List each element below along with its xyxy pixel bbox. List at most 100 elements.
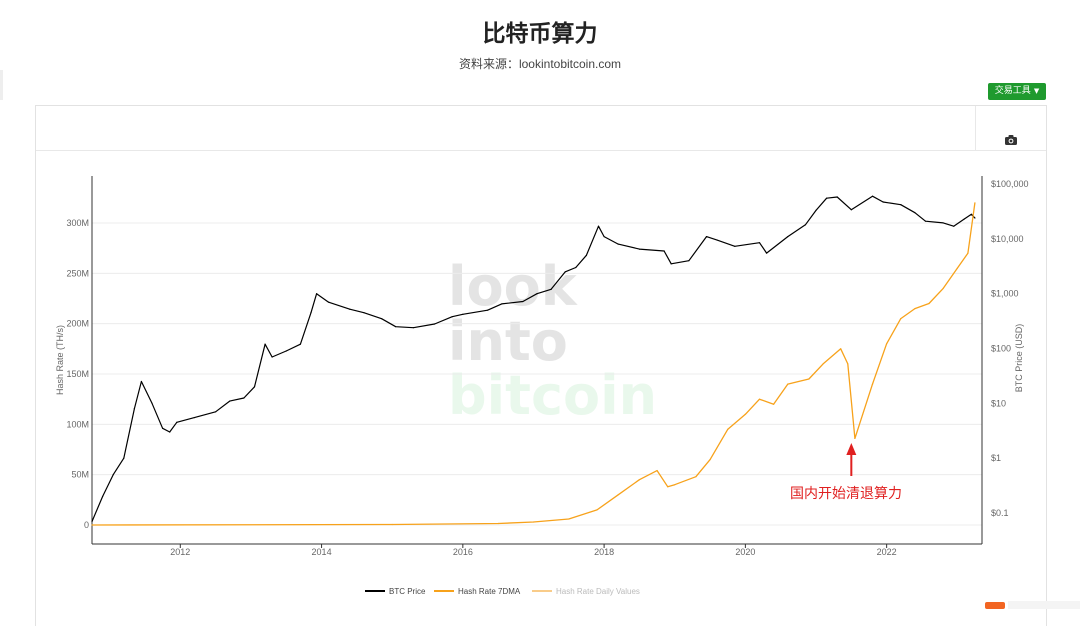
btc-price-point	[285, 350, 287, 352]
x-tick-label: 2020	[735, 547, 755, 557]
btc-price-point	[253, 386, 256, 388]
legend-item: Hash Rate Daily Values	[556, 587, 640, 596]
btc-price-point	[603, 235, 605, 238]
btc-price-point	[670, 263, 672, 265]
camera-button[interactable]	[975, 106, 1046, 150]
y-tick-label: 100M	[66, 419, 89, 429]
btc-price-point	[328, 301, 330, 303]
y-axis-title: Hash Rate (TH/s)	[55, 325, 65, 395]
y2-tick-label: $1,000	[991, 289, 1019, 299]
annotation-arrow-head	[846, 443, 857, 455]
corner-logo	[985, 602, 1005, 609]
btc-price-point	[133, 408, 135, 410]
btc-price-point	[486, 309, 489, 311]
btc-price-point	[688, 260, 690, 262]
hash-rate-point	[497, 522, 499, 525]
legend-item: Hash Rate 7DMA	[458, 587, 521, 596]
hash-rate-point	[886, 343, 888, 345]
btc-price-point	[140, 380, 143, 383]
hash-rate-point	[596, 509, 598, 511]
btc-price-point	[433, 323, 436, 325]
btc-price-point	[900, 204, 902, 206]
btc-price-point	[758, 242, 761, 244]
y2-tick-label: $100,000	[991, 179, 1029, 189]
watermark-text: into	[448, 310, 568, 373]
x-tick-label: 2022	[877, 547, 897, 557]
hash-rate-point	[967, 252, 969, 254]
btc-price-point	[176, 421, 178, 423]
btc-price-point	[243, 397, 245, 399]
btc-price-point	[395, 326, 397, 328]
btc-price-point	[151, 402, 153, 404]
btc-price-point	[942, 222, 944, 224]
hash-rate-point	[854, 437, 856, 440]
hash-rate-point	[758, 398, 761, 400]
trading-tools-label: 交易工具	[994, 86, 1031, 96]
hash-rate-point	[391, 523, 393, 526]
btc-price-point	[974, 217, 976, 219]
y-tick-label: 50M	[71, 470, 89, 480]
page-title: 比特币算力	[482, 21, 598, 47]
page-subtitle: 资料来源：lookintobitcoin.com	[458, 57, 622, 71]
hash-rate-point	[974, 202, 976, 204]
hash-rate-point	[942, 287, 944, 290]
btc-price-point	[381, 318, 383, 320]
btc-price-point	[169, 431, 171, 433]
btc-price-point	[734, 245, 736, 247]
btc-price-point	[815, 209, 817, 212]
btc-price-point	[112, 474, 114, 476]
btc-price-point	[162, 427, 164, 429]
watermark-text: bitcoin	[448, 364, 657, 427]
btc-price-point	[826, 197, 828, 199]
hash-rate-point	[787, 383, 789, 385]
hash-rate-point	[744, 413, 746, 415]
btc-price-point	[101, 495, 104, 498]
btc-price-point	[91, 520, 93, 523]
x-tick-label: 2016	[453, 547, 473, 557]
y2-tick-label: $1	[991, 453, 1001, 463]
hash-rate-point	[956, 267, 958, 269]
x-tick-label: 2012	[170, 547, 190, 557]
y-tick-label: 200M	[66, 319, 89, 329]
left-edge-tab	[0, 70, 3, 100]
btc-price-point	[412, 327, 414, 329]
btc-price-point	[310, 312, 312, 314]
btc-price-point	[953, 225, 955, 227]
btc-price-point	[871, 195, 874, 197]
y2-tick-label: $10,000	[991, 234, 1024, 244]
hash-rate-point	[900, 318, 902, 320]
watermark-text: look	[448, 255, 578, 318]
trading-tools-button[interactable]: 交易工具 ▼	[988, 83, 1046, 100]
btc-price-point	[617, 243, 619, 245]
hash-rate-point	[532, 521, 535, 523]
hash-rate-point	[617, 494, 619, 496]
btc-price-point	[451, 316, 453, 318]
btc-price-point	[924, 220, 927, 222]
btc-price-point	[585, 254, 588, 256]
btc-price-point	[462, 313, 464, 315]
hash-rate-point	[638, 479, 641, 481]
hash-rate-point	[928, 302, 930, 305]
btc-price-point	[363, 312, 365, 314]
hash-rate-point	[727, 428, 729, 430]
btc-price-point	[836, 196, 838, 198]
btc-price-point	[914, 212, 916, 214]
hash-rate-point	[871, 383, 874, 385]
annotation-text: 国内开始清退算力	[790, 486, 902, 502]
y-tick-label: 250M	[66, 268, 89, 278]
btc-price-point	[123, 457, 125, 459]
hash-rate-point	[656, 470, 658, 472]
btc-price-line	[91, 195, 976, 522]
btc-price-point	[663, 250, 665, 252]
btc-price-point	[299, 343, 301, 345]
btc-price-point	[264, 343, 266, 345]
hash-rate-point	[695, 476, 697, 478]
y-tick-label: 0	[84, 520, 89, 530]
corner-panel	[1008, 601, 1080, 609]
hash-rate-point	[840, 348, 842, 350]
hash-rate-point	[91, 524, 93, 526]
y2-tick-label: $10	[991, 398, 1006, 408]
btc-price-point	[970, 213, 973, 215]
y-tick-label: 300M	[66, 218, 89, 228]
btc-price-point	[575, 266, 577, 269]
